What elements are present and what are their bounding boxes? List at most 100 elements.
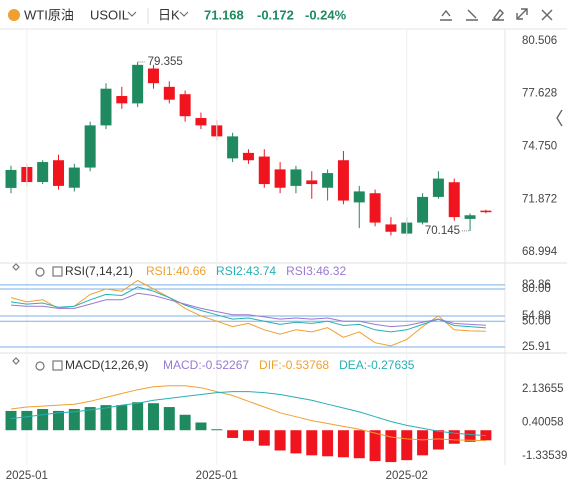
candle-body xyxy=(306,180,318,185)
macd-bar xyxy=(179,414,191,431)
symbol-icon xyxy=(8,9,20,21)
candle-body xyxy=(37,162,49,183)
candle-body xyxy=(337,160,349,201)
symbol-name: WTI原油 xyxy=(24,7,74,22)
candle-body xyxy=(52,160,64,186)
dropdown-icon[interactable] xyxy=(179,11,189,17)
macd-bar xyxy=(290,430,302,454)
y-tick-label: 80.00 xyxy=(522,283,551,295)
macd-bar xyxy=(274,430,286,451)
settings-icon[interactable] xyxy=(35,267,45,277)
macd-bar xyxy=(211,429,223,431)
macd-bar xyxy=(258,430,270,446)
legend-entry: MACD:-0.52267 xyxy=(163,358,249,372)
symbol-code: USOIL xyxy=(90,7,129,22)
tool-icon[interactable] xyxy=(492,8,504,21)
y-tick-label: 83.86 xyxy=(522,279,551,291)
macd-bar xyxy=(132,402,144,431)
macd-bar xyxy=(227,430,239,438)
candle-body xyxy=(322,173,334,188)
macd-bar xyxy=(322,430,334,457)
candle-body xyxy=(480,210,492,213)
candle-body xyxy=(417,196,429,223)
macd-bar xyxy=(116,405,128,431)
collapse-icon[interactable] xyxy=(556,109,563,127)
macd-bar xyxy=(306,430,318,456)
macd-bar xyxy=(417,430,429,456)
y-tick-label: 25.91 xyxy=(522,341,551,353)
macd-bar xyxy=(337,430,349,458)
candle-body xyxy=(147,68,159,84)
change: -0.172 xyxy=(257,7,294,22)
settings-icon[interactable] xyxy=(35,361,45,371)
x-tick-label: 2025-01 xyxy=(6,470,48,482)
y-tick-label: 68.994 xyxy=(522,246,558,258)
macd-bar xyxy=(147,403,159,431)
macd-bar xyxy=(401,430,413,461)
legend-entry: RSI3:46.32 xyxy=(286,264,346,278)
candle-body xyxy=(290,169,302,186)
period[interactable]: 日K xyxy=(158,7,180,22)
legend-entry: RSI1:40.66 xyxy=(146,264,206,278)
candle-body xyxy=(369,193,381,223)
y-tick-label: 50.00 xyxy=(522,315,551,327)
series-line xyxy=(10,391,486,437)
legend-entry: DEA:-0.27635 xyxy=(339,358,415,372)
macd-bar xyxy=(100,405,112,431)
candle-body xyxy=(258,156,270,185)
macd-bar xyxy=(195,422,207,431)
menu-icon[interactable] xyxy=(52,360,63,371)
candle-body xyxy=(68,167,80,188)
macd-bar xyxy=(5,410,17,431)
candle-body xyxy=(5,169,17,188)
macd-bar xyxy=(464,430,476,442)
y-tick-label: 80.506 xyxy=(522,35,557,47)
collapse-icon[interactable] xyxy=(12,357,20,365)
macd-bar xyxy=(37,408,49,431)
macd-bar xyxy=(21,410,33,431)
macd-bar xyxy=(432,430,444,450)
candle-body xyxy=(163,86,175,100)
close-icon[interactable] xyxy=(541,9,553,21)
y-tick-label: -1.33539 xyxy=(522,450,567,462)
y-tick-label: 54.88 xyxy=(522,310,551,322)
candle-body xyxy=(242,152,254,161)
collapse-icon[interactable] xyxy=(12,263,20,271)
candle-body xyxy=(385,224,397,232)
candle-body xyxy=(432,178,444,197)
macd-bar xyxy=(84,407,96,431)
candle-body xyxy=(227,136,239,159)
macd-bar xyxy=(68,408,80,431)
macd-bar xyxy=(242,430,254,441)
macd-bar xyxy=(52,410,64,431)
x-tick-label: 2025-01 xyxy=(196,470,238,482)
series-line xyxy=(10,385,486,442)
candle-body xyxy=(132,64,144,104)
dropdown-icon[interactable] xyxy=(127,11,137,17)
y-tick-label: 77.628 xyxy=(522,88,557,100)
y-tick-label: 71.872 xyxy=(522,193,557,205)
price: 71.168 xyxy=(204,7,244,22)
fullscreen-icon[interactable] xyxy=(516,8,528,20)
candle-body xyxy=(195,118,207,126)
series-line xyxy=(10,292,486,328)
macd-title: MACD(12,26,9) xyxy=(65,358,148,372)
candle-body xyxy=(448,182,460,218)
candle-body xyxy=(100,88,112,126)
legend-entry: DIF:-0.53768 xyxy=(259,358,329,372)
macd-bar xyxy=(448,430,460,444)
y-tick-label: 2.13655 xyxy=(522,383,564,395)
candle-body xyxy=(84,125,96,168)
candle-body xyxy=(353,191,365,203)
legend-entry: RSI2:43.74 xyxy=(216,264,276,278)
menu-icon[interactable] xyxy=(52,266,63,277)
tool-icon[interactable] xyxy=(440,9,452,21)
tool-icon[interactable] xyxy=(466,9,478,21)
macd-bar xyxy=(385,430,397,463)
high-label: 79.355 xyxy=(148,56,183,68)
candle-body xyxy=(274,169,286,188)
low-label: 70.145 xyxy=(425,225,460,237)
candle-body xyxy=(464,215,476,219)
